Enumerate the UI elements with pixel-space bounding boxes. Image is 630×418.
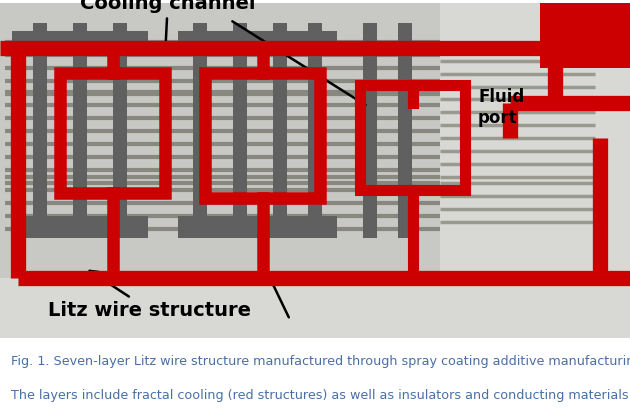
Bar [0,278,440,338]
Bar [398,23,412,238]
Bar [178,31,222,53]
Text: Litz wire structure: Litz wire structure [49,271,251,320]
Bar [218,216,262,238]
Bar [308,23,322,238]
Bar [73,23,87,238]
Bar [540,3,630,68]
Bar [440,3,630,338]
Bar [258,31,302,53]
Bar [33,23,47,238]
Bar [60,73,165,193]
Bar [178,216,222,238]
Bar [360,85,465,190]
Bar [218,31,262,53]
Text: Fig. 1. Seven-layer Litz wire structure manufactured through spray coating addit: Fig. 1. Seven-layer Litz wire structure … [11,354,630,367]
Bar [293,31,337,53]
Bar [92,31,148,53]
Bar [293,216,337,238]
Bar [113,23,127,238]
Bar [12,31,68,53]
Bar [12,216,68,238]
Bar [52,216,108,238]
Bar [273,23,287,238]
Bar [205,73,320,198]
Bar [233,23,247,238]
Bar [363,23,377,238]
Bar [193,23,207,238]
Bar [258,216,302,238]
Text: Fluid
port: Fluid port [478,88,524,127]
Text: The layers include fractal cooling (red structures) as well as insulators and co: The layers include fractal cooling (red … [11,389,630,402]
Bar [92,216,148,238]
Bar [52,31,108,53]
Text: Cooling channel: Cooling channel [80,0,256,52]
